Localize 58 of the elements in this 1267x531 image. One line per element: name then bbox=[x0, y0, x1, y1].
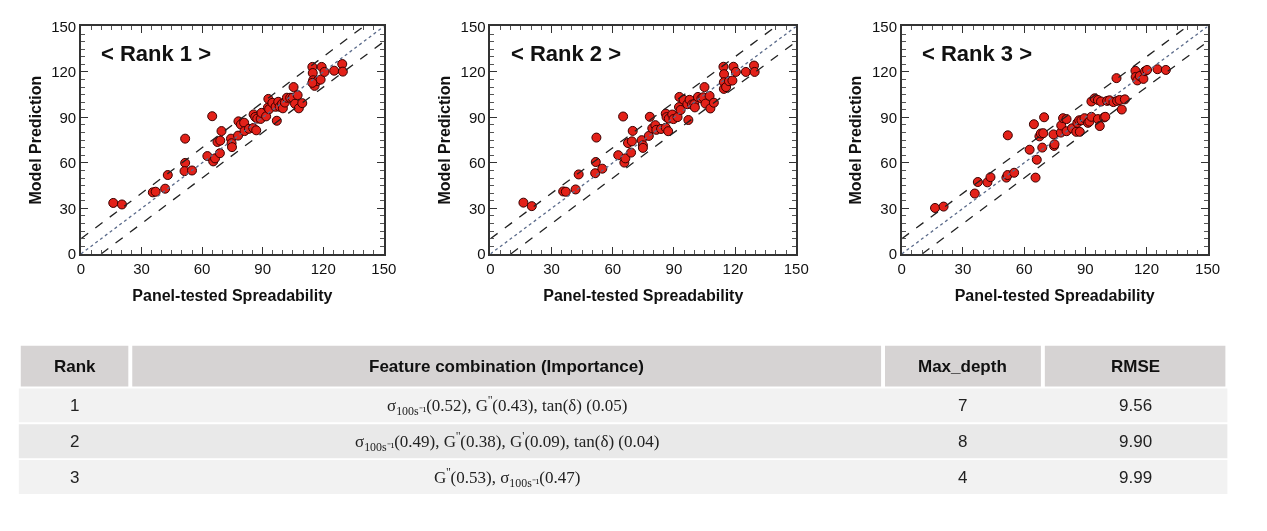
text: σ$_{100s⁻¹}$(0.49), G$^{''}$(0.38), G$^{'}$(0.09), tan(δ) (0.04) bbox=[355, 429, 660, 454]
y-tick-label: 90 bbox=[59, 108, 77, 126]
x-tick-label: 120 bbox=[722, 259, 748, 277]
y-tick-label: 150 bbox=[872, 17, 898, 35]
annotation: < Rank 3 > bbox=[922, 41, 1033, 66]
y-tick-label: 60 bbox=[59, 154, 77, 172]
x-tick-label: 150 bbox=[371, 259, 397, 277]
x-tick-label: 60 bbox=[193, 259, 211, 277]
text: 9.99 bbox=[1119, 468, 1153, 487]
category-label: Rank bbox=[54, 357, 97, 376]
y-tick-label: 60 bbox=[468, 154, 486, 172]
y-tick-label: 60 bbox=[880, 154, 898, 172]
text: 8 bbox=[958, 432, 968, 451]
x-axis-title: Panel-tested Spreadability bbox=[132, 286, 333, 304]
category-label: Max_depth bbox=[918, 357, 1007, 376]
text: 9.90 bbox=[1119, 432, 1153, 451]
annotation: < Rank 2 > bbox=[511, 41, 622, 66]
y-tick-label: 30 bbox=[880, 199, 898, 217]
y-tick-label: 30 bbox=[59, 199, 77, 217]
y-tick-label: 0 bbox=[888, 245, 898, 263]
x-tick-label: 30 bbox=[954, 259, 972, 277]
y-axis-title: Model Prediction bbox=[26, 75, 44, 205]
category-label: Feature combination (Importance) bbox=[369, 357, 644, 376]
x-tick-label: 120 bbox=[1133, 259, 1159, 277]
x-tick-label: 30 bbox=[133, 259, 150, 277]
x-tick-label: 60 bbox=[1015, 259, 1033, 277]
y-tick-label: 120 bbox=[872, 63, 898, 81]
text: 1 bbox=[70, 396, 80, 415]
x-tick-label: 120 bbox=[310, 259, 336, 277]
x-tick-label: 90 bbox=[1076, 259, 1094, 277]
x-tick-label: 150 bbox=[1195, 259, 1221, 277]
y-tick-label: 0 bbox=[67, 245, 77, 263]
text: G$^{''}$(0.53), σ$_{100s⁻¹}$(0.47) bbox=[434, 465, 581, 490]
text: 4 bbox=[958, 468, 968, 487]
y-tick-label: 30 bbox=[468, 199, 486, 217]
x-tick-label: 90 bbox=[254, 259, 272, 277]
x-tick-label: 90 bbox=[665, 259, 683, 277]
y-tick-label: 90 bbox=[468, 108, 486, 126]
annotation: < Rank 1 > bbox=[101, 41, 212, 66]
x-tick-label: 60 bbox=[604, 259, 622, 277]
x-axis-title: Panel-tested Spreadability bbox=[543, 286, 744, 304]
text: 7 bbox=[958, 396, 968, 415]
category-label: RMSE bbox=[1111, 357, 1161, 376]
y-tick-label: 90 bbox=[880, 108, 898, 126]
y-axis-title: Model Prediction bbox=[847, 75, 865, 205]
text: σ$_{100s⁻¹}$(0.52), G$^{''}$(0.43), tan(δ) (0.05) bbox=[387, 393, 628, 418]
y-tick-label: 0 bbox=[477, 245, 486, 263]
x-tick-label: 150 bbox=[783, 259, 809, 277]
y-tick-label: 120 bbox=[460, 63, 486, 81]
text: 9.56 bbox=[1119, 396, 1153, 415]
y-tick-label: 120 bbox=[51, 63, 77, 81]
x-axis-title: Panel-tested Spreadability bbox=[954, 286, 1155, 304]
y-tick-label: 150 bbox=[51, 17, 77, 35]
text: 2 bbox=[70, 432, 80, 451]
x-tick-label: 30 bbox=[543, 259, 560, 277]
text: 3 bbox=[70, 468, 80, 487]
y-axis-title: Model Prediction bbox=[436, 75, 453, 205]
y-tick-label: 150 bbox=[460, 17, 486, 35]
